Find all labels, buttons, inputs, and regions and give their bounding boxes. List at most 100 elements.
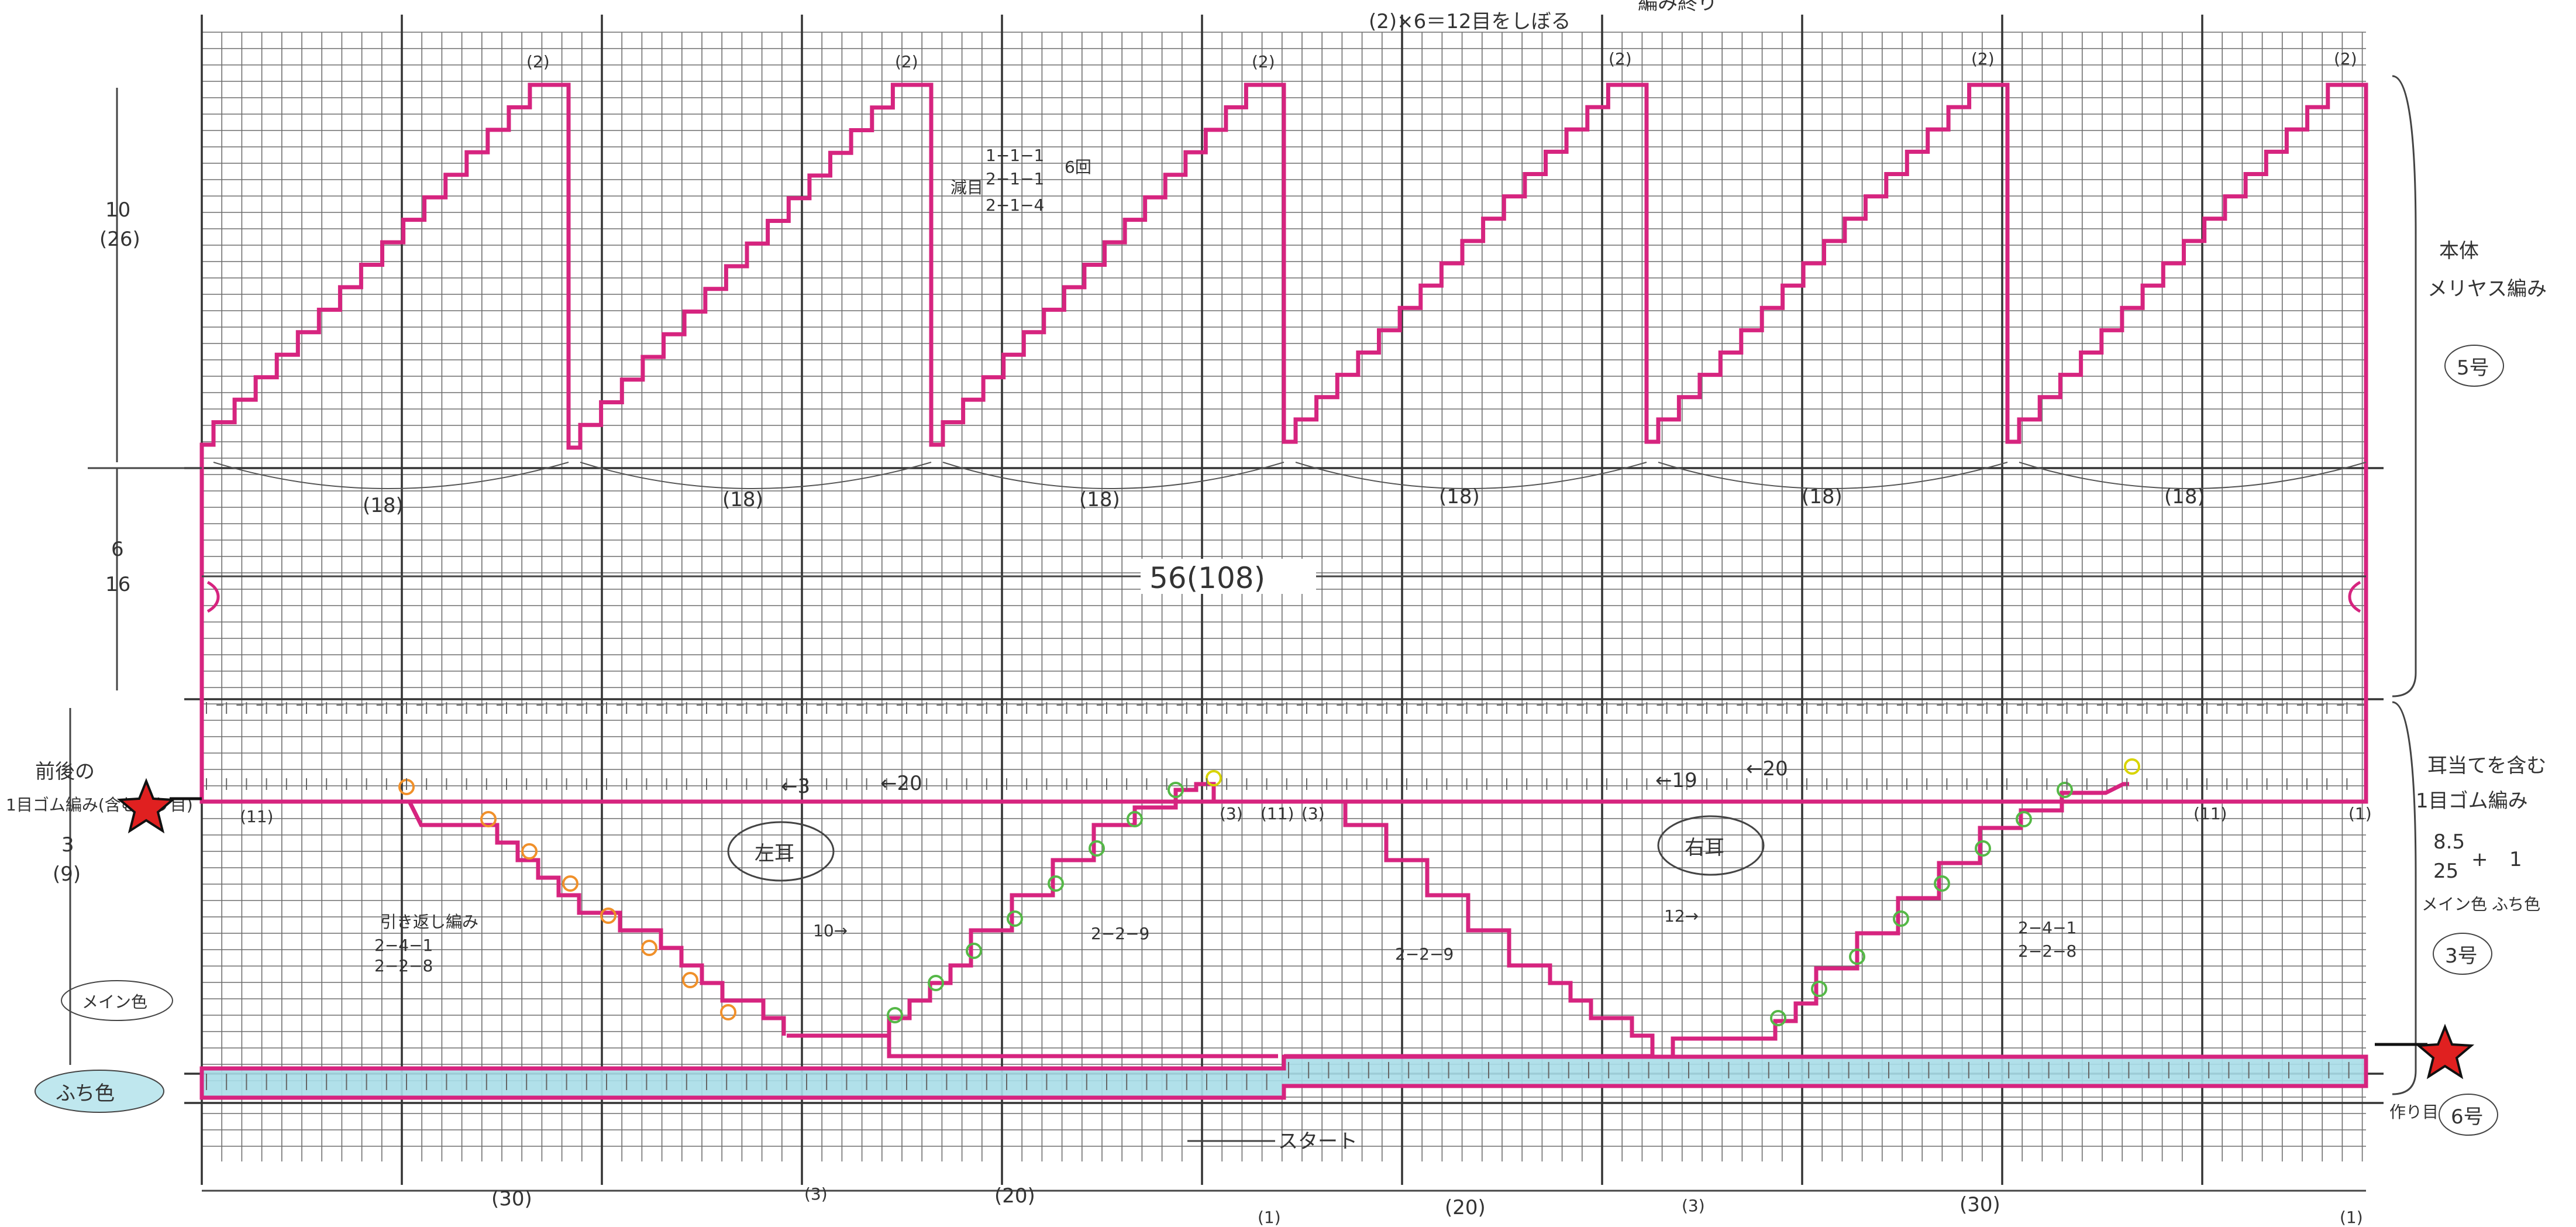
peak-label-1: (2): [526, 52, 550, 71]
short-row-marker-orange-8: [720, 1004, 736, 1020]
peak-label-6: (2): [2334, 49, 2357, 68]
main-color-label-right: メイン色: [2422, 895, 2487, 914]
svg-text:6回: 6回: [1065, 157, 1091, 177]
bottom-dim-1-end: (1): [2340, 1208, 2363, 1227]
edge-needle: 6号: [2451, 1105, 2484, 1129]
short-row-right-line2: 2−2−8: [2018, 941, 2076, 961]
bottom-dim-20-right: (20): [1445, 1196, 1486, 1219]
arrow-right-20: ←20: [1746, 757, 1788, 781]
row-label-center-11: (11): [1261, 804, 1294, 823]
short-row-line1: 2−4−1: [374, 936, 433, 955]
peak-label-2: (2): [895, 52, 918, 71]
right-ear-staircase-right: [1671, 782, 2129, 1056]
peak-label-5: (2): [1971, 49, 1995, 68]
left-ear-bottom: [887, 1036, 1278, 1058]
short-row-mid-left: 2−2−9: [1091, 924, 1149, 943]
start-label: スタート: [1278, 1130, 1358, 1153]
ear-plus-value: 1: [2509, 848, 2522, 871]
cast-on-note: 作り目: [2389, 1102, 2439, 1122]
short-row-right-line1: 2−4−1: [2018, 918, 2076, 937]
short-row-markers: [398, 758, 2140, 1026]
left-ear-label: 左耳: [755, 842, 794, 865]
decrease-note: 減目 1−1−1 2−1−1 6回 2−1−4: [950, 146, 1091, 215]
short-row-marker-green-left-6: [1089, 840, 1105, 857]
segment-swoop-4: [1295, 462, 1647, 489]
crown-outline: [199, 83, 2368, 459]
svg-text:1−1−1: 1−1−1: [986, 146, 1044, 165]
left-ear-staircase-left: [407, 800, 786, 1036]
pattern-outline: [199, 83, 2368, 1100]
segment-label-2: (18): [722, 488, 763, 511]
short-row-marker-orange-4: [562, 875, 578, 892]
short-row-marker-orange-5: [600, 908, 617, 924]
arrow-left-20: ←20: [880, 772, 922, 795]
segment-label-4: (18): [1439, 485, 1480, 508]
svg-text:減目: 減目: [950, 178, 983, 197]
body-title: 本体: [2439, 239, 2479, 263]
arrow-12: 12→: [1664, 906, 1699, 926]
segment-swoop-3: [942, 462, 1284, 489]
dim-bottom-height: 3: [61, 833, 74, 857]
short-row-marker-green-right-4: [1893, 910, 1909, 927]
right-ear-staircase-left: [1304, 799, 1655, 1056]
edge-color-band-right: [1284, 1057, 2366, 1086]
bottom-dim-3-right: (3): [1682, 1196, 1705, 1215]
main-color-label: メイン色: [82, 992, 147, 1012]
edge-band-outline: [199, 1054, 2368, 1100]
body-needle: 5号: [2457, 356, 2489, 380]
peak-label-4: (2): [1609, 49, 1632, 68]
edge-color-label-right: ふち色: [2492, 895, 2540, 914]
front-back-line1: 前後の: [35, 760, 95, 783]
short-row-marker-orange-7: [682, 972, 698, 988]
short-row-marker-yellow-right: [2124, 758, 2140, 775]
edge-color-label: ふち色: [56, 1082, 115, 1105]
short-row-marker-green-right-3: [1849, 948, 1865, 965]
short-row-marker-green-right-6: [1975, 840, 1991, 857]
arrow-right-19: ←19: [1655, 769, 1697, 792]
dim-mid-height: 6: [111, 538, 124, 561]
short-row-marker-orange-6: [641, 940, 657, 956]
row-label-right-11: (11): [2193, 804, 2227, 823]
bottom-dim-1-center: (1): [1258, 1208, 1281, 1227]
short-row-marker-green-right-8: [2057, 782, 2073, 798]
bottom-dim-3-left: (3): [804, 1184, 828, 1204]
short-row-title: 引き返し編み: [380, 912, 478, 932]
bottom-dim-20-left: (20): [994, 1184, 1035, 1208]
segment-label-3: (18): [1079, 488, 1120, 511]
dim-body-rows: (26): [99, 228, 140, 251]
left-side-ornament: [206, 580, 220, 613]
bind-off-note: 編み終り: [1638, 0, 1717, 15]
body-stitch: メリヤス編み: [2427, 277, 2547, 301]
bottom-dim-30-left: (30): [491, 1187, 532, 1211]
short-row-marker-green-left-4: [1007, 910, 1023, 927]
left-ear-staircase-right: [787, 782, 1216, 1038]
arrow-10: 10→: [813, 921, 848, 940]
short-row-marker-green-left-5: [1048, 875, 1064, 892]
short-row-marker-green-right-2: [1811, 981, 1827, 997]
segment-swoop-1: [213, 462, 569, 489]
short-row-marker-orange-3: [521, 843, 538, 860]
body-outline: [199, 459, 2368, 804]
ear-needle: 3号: [2445, 944, 2478, 968]
edge-color-band-left: [202, 1068, 1284, 1098]
rib-stitch-marks: [206, 702, 2364, 1090]
row-label-left-11: (11): [240, 807, 273, 826]
short-row-marker-green-left-3: [966, 943, 982, 959]
short-row-marker-green-left-8: [1168, 782, 1184, 798]
ear-ratio-top: 8.5: [2433, 830, 2465, 854]
row-label-center-3a: (3): [1220, 804, 1243, 823]
short-row-marker-green-left-1: [887, 1007, 903, 1023]
segment-swoop-5: [1658, 462, 2008, 489]
segment-label-1: (18): [363, 494, 404, 517]
dim-body-height: 10: [105, 198, 130, 222]
dim-bottom-rows: (9): [53, 862, 81, 886]
svg-text:2−1−1: 2−1−1: [986, 169, 1044, 188]
stitch-marks: [206, 462, 2367, 1090]
segment-swoop-6: [2019, 462, 2367, 489]
short-row-marker-orange-2: [480, 811, 497, 827]
arrow-left-3: ←3: [781, 775, 810, 798]
short-row-marker-green-left-2: [928, 975, 944, 991]
svg-text:2−1−4: 2−1−4: [986, 195, 1044, 215]
ear-stitch: 1目ゴム編み: [2416, 789, 2528, 813]
